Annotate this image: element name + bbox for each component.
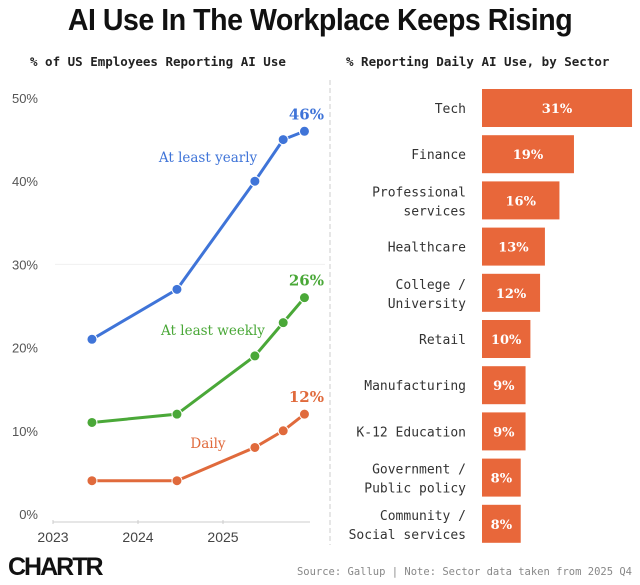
data-point	[277, 425, 289, 437]
bar-value-label: 16%	[505, 194, 536, 209]
y-tick-label: 50%	[12, 91, 38, 106]
x-tick-label: 2025	[207, 529, 238, 545]
bar-value-label: 19%	[513, 148, 544, 163]
data-point	[298, 125, 310, 137]
category-label: University	[388, 297, 466, 312]
bar-value-label: 13%	[498, 241, 529, 256]
chart-title: AI Use In The Workplace Keeps Rising	[67, 2, 573, 37]
category-label: Community /	[380, 509, 466, 524]
source-note: Source: Gallup | Note: Sector data taken…	[296, 566, 632, 578]
bar-9	[482, 504, 521, 543]
category-label: Manufacturing	[364, 379, 466, 394]
data-point	[86, 416, 98, 428]
data-point	[298, 408, 310, 420]
y-tick-label: 20%	[12, 341, 38, 356]
category-label: services	[403, 204, 466, 219]
bar-value-label: 9%	[493, 425, 515, 440]
end-value-label: 26%	[289, 272, 324, 290]
x-tick-label: 2023	[37, 529, 68, 545]
bar-8	[482, 458, 521, 497]
y-tick-label: 40%	[12, 174, 38, 189]
chartr-logo: CHARTR	[8, 553, 104, 581]
y-tick-label: 0%	[19, 507, 38, 522]
data-point	[171, 475, 183, 487]
data-point	[249, 175, 261, 187]
data-point	[298, 292, 310, 304]
data-point	[86, 333, 98, 345]
data-point	[249, 441, 261, 453]
bar-value-label: 8%	[491, 472, 513, 487]
data-point	[171, 408, 183, 420]
bar-value-label: 10%	[491, 333, 522, 348]
bar-1	[482, 135, 574, 174]
bar-3	[482, 227, 545, 266]
bar-value-label: 9%	[493, 379, 515, 394]
y-tick-label: 10%	[12, 424, 38, 439]
category-label: Healthcare	[388, 241, 466, 256]
bar-value-label: 8%	[491, 518, 513, 533]
x-tick-label: 2024	[122, 529, 153, 545]
bar-2	[482, 181, 560, 220]
bar-0	[482, 89, 633, 127]
category-label: Retail	[419, 333, 466, 348]
category-label: Professional	[372, 185, 466, 200]
series-line-1	[91, 296, 306, 424]
category-label: Social services	[349, 528, 466, 543]
bar-value-label: 12%	[496, 287, 527, 302]
series-label: At least yearly	[158, 150, 258, 166]
bar-chart-title: % Reporting Daily AI Use, by Sector	[346, 54, 610, 69]
y-tick-label: 30%	[12, 257, 38, 272]
bar-value-label: 31%	[542, 102, 573, 117]
category-label: K-12 Education	[356, 425, 466, 440]
data-point	[277, 134, 289, 146]
category-label: Tech	[435, 102, 466, 117]
series-label: Daily	[190, 436, 226, 452]
data-point	[277, 317, 289, 329]
bar-4	[482, 273, 541, 312]
bar-5	[482, 320, 531, 358]
end-value-label: 12%	[289, 388, 324, 406]
data-point	[86, 475, 98, 487]
category-label: College /	[396, 278, 466, 293]
end-value-label: 46%	[289, 105, 324, 123]
bar-6	[482, 366, 526, 405]
bar-7	[482, 412, 526, 451]
category-label: Finance	[411, 148, 466, 163]
category-label: Government /	[372, 463, 466, 478]
data-point	[171, 283, 183, 295]
series-label: At least weekly	[160, 323, 265, 339]
category-label: Public policy	[364, 482, 466, 497]
data-point	[249, 350, 261, 362]
line-chart-title: % of US Employees Reporting AI Use	[30, 54, 286, 69]
